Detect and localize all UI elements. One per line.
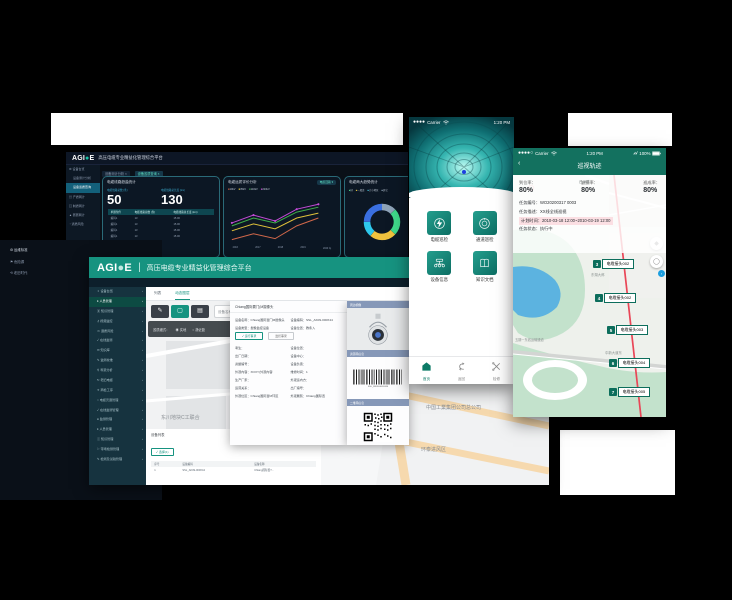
svg-text:东川地块C工联合: 东川地块C工联合 <box>161 414 200 421</box>
svg-text:中国工業集团公司总公司: 中国工業集团公司总公司 <box>426 404 481 411</box>
svg-text:环泰进风区: 环泰进风区 <box>421 446 446 453</box>
